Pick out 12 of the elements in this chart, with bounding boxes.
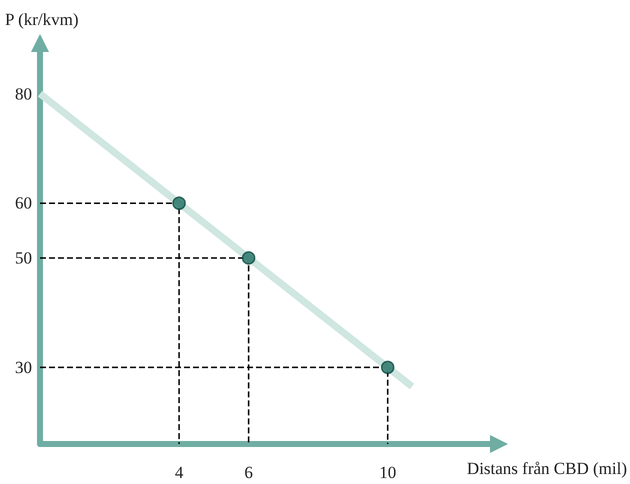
x-tick-label: 4 bbox=[174, 463, 184, 482]
x-tick-label: 10 bbox=[379, 463, 396, 482]
y-axis-title: P (kr/kvm) bbox=[5, 10, 79, 29]
y-tick-label: 60 bbox=[15, 194, 32, 213]
x-tick-label: 6 bbox=[244, 463, 253, 482]
point bbox=[380, 360, 394, 374]
point bbox=[172, 196, 186, 210]
point bbox=[242, 251, 256, 265]
y-tick-label: 30 bbox=[15, 358, 32, 377]
x-axis-title: Distans från CBD (mil) bbox=[466, 459, 627, 478]
y-tick-label: 80 bbox=[15, 84, 32, 104]
y-tick-label: 50 bbox=[15, 248, 32, 268]
